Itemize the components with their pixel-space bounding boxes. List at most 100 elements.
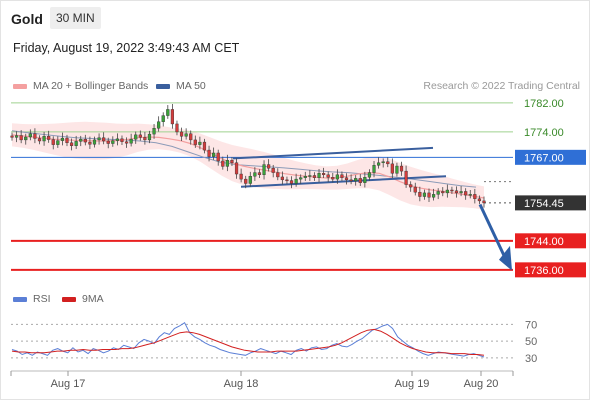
candle-body bbox=[322, 173, 326, 175]
candle-body bbox=[170, 109, 174, 125]
candle-body bbox=[271, 168, 275, 173]
candle-body bbox=[198, 141, 202, 145]
timeframe-button[interactable]: 30 MIN bbox=[50, 7, 101, 29]
rsi-tick-label-70: 70 bbox=[525, 319, 537, 331]
rsi-tick-label-30: 30 bbox=[525, 353, 537, 365]
candle-body bbox=[477, 198, 482, 202]
rsi-ma-swatch bbox=[62, 296, 76, 302]
candle-body bbox=[381, 161, 385, 163]
candle-body bbox=[445, 189, 449, 194]
candle-body bbox=[157, 121, 161, 129]
candle-body bbox=[207, 149, 211, 157]
ma50-swatch bbox=[156, 83, 170, 89]
candle-body bbox=[19, 135, 23, 141]
candle-body bbox=[386, 161, 390, 165]
candle-body bbox=[436, 191, 440, 195]
candle-body bbox=[409, 184, 413, 188]
candle-body bbox=[399, 165, 404, 172]
candle-body bbox=[129, 138, 133, 144]
candle-body bbox=[468, 194, 472, 196]
candle-body bbox=[161, 115, 165, 122]
legend-rsi: RSI bbox=[13, 293, 51, 305]
candle-body bbox=[106, 140, 110, 144]
candle-body bbox=[404, 170, 408, 185]
forecast-arrow-head bbox=[499, 245, 512, 271]
rsi-tick-label-50: 50 bbox=[525, 336, 537, 348]
candle-body bbox=[335, 174, 339, 180]
ma50-line bbox=[11, 130, 477, 188]
candle-body bbox=[124, 141, 129, 144]
candle-body bbox=[299, 177, 303, 180]
candle-body bbox=[134, 134, 138, 140]
chart-datetime: Friday, August 19, 2022 3:49:43 AM CET bbox=[13, 41, 240, 55]
candle-body bbox=[147, 133, 152, 141]
rsi-ma-line bbox=[11, 328, 485, 356]
candle-body bbox=[276, 172, 280, 178]
candle-body bbox=[234, 162, 239, 175]
x-tick-label: Aug 17 bbox=[51, 378, 86, 390]
candle-body bbox=[69, 142, 74, 146]
candle-body bbox=[372, 165, 376, 173]
candle-body bbox=[14, 135, 19, 138]
x-tick-label: Aug 18 bbox=[224, 378, 259, 390]
candle-body bbox=[88, 141, 92, 145]
candle-body bbox=[482, 200, 486, 204]
candle-body bbox=[390, 163, 394, 174]
level-badge-1744.00 bbox=[515, 233, 586, 249]
channel-upper-line bbox=[232, 146, 434, 160]
x-tick-label: Aug 19 bbox=[395, 378, 430, 390]
level-badge-1736.00 bbox=[515, 262, 586, 278]
candle-body bbox=[102, 137, 106, 142]
candle-body bbox=[354, 178, 358, 182]
candle-body bbox=[358, 178, 362, 183]
candle-body bbox=[454, 190, 459, 194]
ma20-label: MA 20 + Bollinger Bands bbox=[33, 80, 149, 92]
candle-body bbox=[427, 192, 431, 198]
candle-body bbox=[65, 137, 69, 144]
rsi-line bbox=[11, 321, 485, 358]
candle-body bbox=[267, 164, 271, 169]
candle-body bbox=[239, 173, 243, 180]
candle-body bbox=[51, 139, 55, 145]
candle-body bbox=[115, 138, 119, 141]
candle-body bbox=[244, 178, 248, 184]
candle-body bbox=[212, 152, 216, 157]
candle-body bbox=[377, 162, 381, 166]
candle-body bbox=[120, 138, 124, 142]
legend-ma20: MA 20 + Bollinger Bands bbox=[13, 80, 148, 92]
candle-body bbox=[37, 138, 42, 142]
candle-body bbox=[289, 180, 294, 184]
candle-body bbox=[441, 191, 445, 194]
candle-body bbox=[317, 173, 321, 178]
level-badge-1754.45 bbox=[515, 195, 586, 211]
candle-body bbox=[143, 137, 147, 141]
candle-body bbox=[312, 175, 317, 178]
candle-body bbox=[464, 191, 468, 196]
candle-body bbox=[450, 189, 454, 192]
candle-body bbox=[294, 178, 298, 184]
candle-body bbox=[395, 165, 399, 174]
candle-body bbox=[83, 138, 87, 143]
legend-ma50: MA 50 bbox=[156, 80, 206, 92]
candle-body bbox=[367, 172, 372, 178]
instrument-title: Gold bbox=[11, 11, 43, 27]
candle-body bbox=[253, 172, 257, 177]
candle-body bbox=[225, 160, 229, 167]
candle-body bbox=[42, 136, 46, 142]
candle-body bbox=[189, 133, 193, 141]
level-badge-1767.00 bbox=[515, 149, 586, 165]
candle-body bbox=[431, 194, 436, 198]
candle-body bbox=[308, 175, 312, 177]
ma20-swatch bbox=[13, 83, 27, 89]
x-tick-label: Aug 20 bbox=[464, 378, 499, 390]
candle-body bbox=[79, 138, 83, 142]
candle-body bbox=[340, 174, 344, 178]
candle-body bbox=[280, 176, 284, 181]
candle-body bbox=[152, 128, 156, 135]
candle-body bbox=[216, 152, 220, 162]
channel-lower-line bbox=[240, 175, 447, 188]
candle-body bbox=[24, 136, 28, 141]
level-label-1736.00: 1736.00 bbox=[524, 265, 564, 277]
rsi-ma-label: 9MA bbox=[82, 293, 104, 305]
